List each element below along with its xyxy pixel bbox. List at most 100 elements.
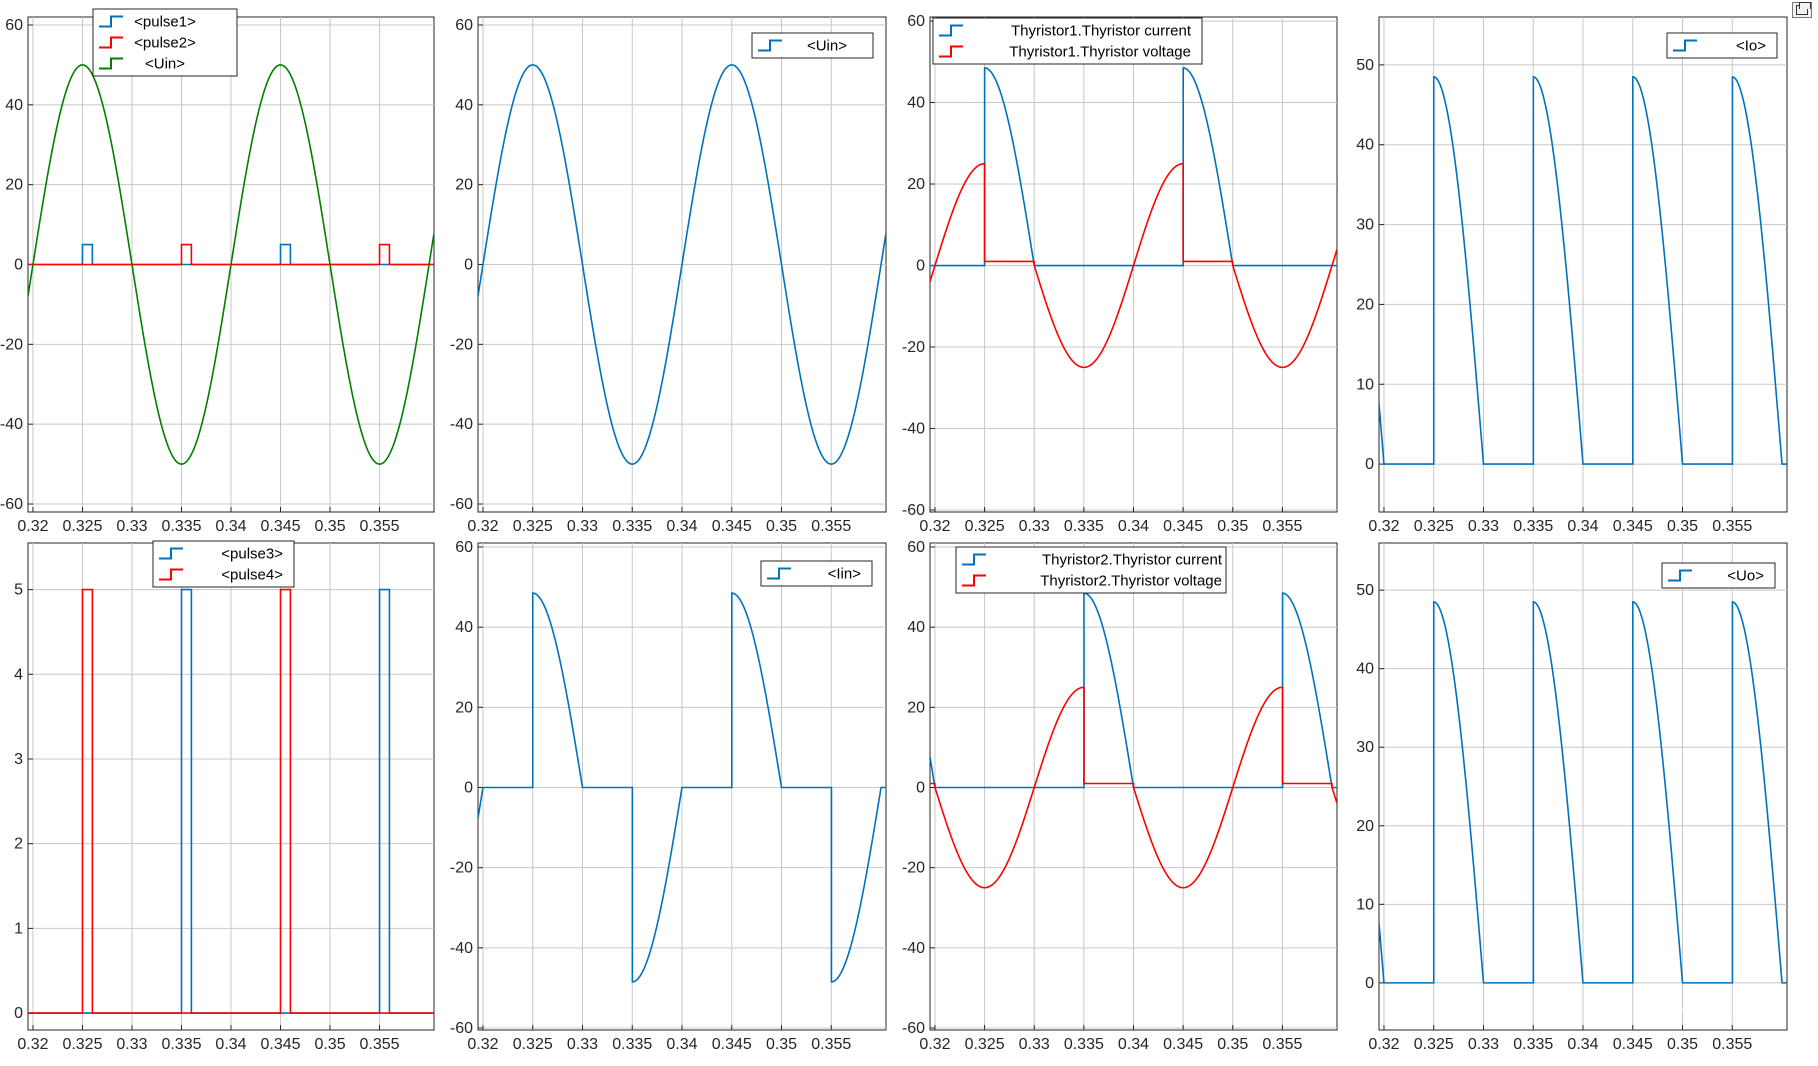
y-tick-label: -40 (902, 940, 925, 957)
y-tick-label: 10 (1356, 376, 1374, 393)
x-tick-label: 0.335 (612, 1036, 652, 1053)
legend-swatch (1668, 569, 1692, 582)
legend-label: <Uin> (145, 56, 185, 73)
x-tick-label: 0.33 (1468, 1036, 1499, 1053)
legend[interactable]: <Iin> (760, 560, 873, 587)
x-tick-label: 0.34 (1567, 518, 1598, 535)
y-tick-label: 0 (1365, 456, 1374, 473)
y-tick-label: 20 (455, 699, 473, 716)
y-tick-label: 40 (455, 619, 473, 636)
legend-swatch (99, 57, 123, 70)
x-tick-label: 0.355 (360, 1036, 400, 1053)
y-tick-label: 60 (907, 539, 925, 556)
series-line-1 (28, 588, 434, 1014)
legend-swatch (758, 39, 782, 52)
x-tick-label: 0.32 (1368, 518, 1399, 535)
x-tick-label: 0.325 (1414, 518, 1454, 535)
x-tick-label: 0.33 (1468, 518, 1499, 535)
y-tick-label: -60 (450, 496, 473, 513)
x-tick-label: 0.355 (811, 1036, 851, 1053)
x-tick-label: 0.325 (1414, 1036, 1454, 1053)
y-tick-label: 40 (1356, 137, 1374, 154)
legend[interactable]: Thyristor1.Thyristor current Thyristor1.T… (932, 17, 1203, 65)
x-tick-label: 0.33 (116, 518, 147, 535)
legend[interactable]: <pulse3> <pulse4> (152, 540, 295, 588)
x-tick-label: 0.325 (965, 1036, 1005, 1053)
x-tick-label: 0.35 (1217, 518, 1248, 535)
plot-panel-p2: -60 -40 -20 0 20 40 60 0.32 0.325 0.33 0.335 0.34 0.… (450, 16, 887, 535)
y-tick-label: 5 (14, 582, 23, 599)
x-tick-label: 0.345 (1163, 1036, 1203, 1053)
y-tick-label: -60 (902, 1020, 925, 1037)
x-tick-label: 0.35 (766, 518, 797, 535)
x-tick-label: 0.35 (314, 1036, 345, 1053)
legend-label: <Uin> (807, 38, 847, 55)
y-tick-label: 20 (455, 177, 473, 194)
plot-panel-p1: -60 -40 -20 0 20 40 60 0.32 0.325 0.33 0.335 0.34 0.… (0, 8, 435, 535)
legend[interactable]: <Uin> (751, 32, 874, 59)
y-tick-label: 0 (14, 1005, 23, 1022)
x-tick-label: 0.34 (215, 518, 246, 535)
y-tick-label: 40 (907, 95, 925, 112)
x-tick-label: 0.345 (260, 518, 300, 535)
legend-swatch (159, 547, 183, 560)
x-tick-label: 0.35 (1667, 518, 1698, 535)
legend-swatch (939, 45, 963, 58)
x-tick-label: 0.32 (467, 518, 498, 535)
x-tick-label: 0.345 (1613, 1036, 1653, 1053)
plot-panel-p3: -60 -40 -20 0 20 40 60 0.32 0.325 0.33 0.335 0.34 0.… (902, 13, 1338, 535)
y-tick-label: -60 (902, 502, 925, 519)
y-tick-label: -40 (450, 940, 473, 957)
x-tick-label: 0.345 (260, 1036, 300, 1053)
y-tick-label: -40 (0, 416, 23, 433)
y-tick-label: 0 (916, 780, 925, 797)
legend-label: <pulse2> (134, 35, 196, 52)
y-tick-label: 60 (455, 539, 473, 556)
legend-label: Thyristor1.Thyristor current (1011, 23, 1192, 40)
x-tick-label: 0.32 (17, 1036, 48, 1053)
legend-label: Thyristor2.Thyristor voltage (1040, 573, 1222, 590)
y-tick-label: 20 (1356, 818, 1374, 835)
x-tick-label: 0.335 (1064, 1036, 1104, 1053)
series-line-2 (28, 243, 434, 266)
y-tick-label: 30 (1356, 217, 1374, 234)
series-line-1 (478, 592, 886, 983)
legend-swatch (962, 553, 986, 566)
x-tick-label: 0.355 (1712, 1036, 1752, 1053)
y-tick-label: 20 (907, 176, 925, 193)
x-tick-label: 0.355 (360, 518, 400, 535)
plot-panel-p5: 0 1 2 3 4 5 0.32 0.325 0.33 0.335 0.34 0.345 0.35 0.3… (14, 540, 435, 1053)
restore-window-button[interactable] (1792, 2, 1812, 18)
series-line-2 (930, 686, 1337, 889)
legend[interactable]: <pulse1> <pulse2> <Uin> (92, 8, 238, 77)
x-tick-label: 0.355 (1712, 518, 1752, 535)
legend-swatch (1673, 39, 1697, 52)
y-tick-label: 40 (907, 619, 925, 636)
y-tick-label: 40 (1356, 661, 1374, 678)
legend-swatch (99, 15, 123, 28)
series-line-2 (930, 162, 1337, 369)
x-tick-label: 0.345 (712, 518, 752, 535)
legend-swatch (767, 567, 791, 580)
x-tick-label: 0.335 (1513, 518, 1553, 535)
legend[interactable]: Thyristor2.Thyristor current Thyristor2.T… (955, 546, 1227, 594)
x-tick-label: 0.325 (513, 518, 553, 535)
x-tick-label: 0.345 (712, 1036, 752, 1053)
x-tick-label: 0.33 (1019, 1036, 1050, 1053)
y-tick-label: -40 (902, 420, 925, 437)
legend-label: <Uo> (1727, 568, 1764, 585)
legend-label: <Io> (1736, 38, 1766, 55)
series-line-2 (28, 588, 434, 1014)
x-tick-label: 0.34 (1118, 1036, 1149, 1053)
x-tick-label: 0.325 (965, 518, 1005, 535)
x-tick-label: 0.335 (161, 518, 201, 535)
legend[interactable]: <Uo> (1661, 562, 1776, 589)
y-tick-label: 60 (5, 17, 23, 34)
plot-panel-p8: 0 10 20 30 40 50 0.32 0.325 0.33 0.335 0.34 0.345 0.… (1356, 542, 1788, 1053)
legend-label: <pulse3> (221, 546, 283, 563)
x-tick-label: 0.34 (1567, 1036, 1598, 1053)
x-tick-label: 0.345 (1163, 518, 1203, 535)
legend[interactable]: <Io> (1666, 32, 1778, 59)
y-tick-label: 20 (1356, 296, 1374, 313)
x-tick-label: 0.335 (1064, 518, 1104, 535)
